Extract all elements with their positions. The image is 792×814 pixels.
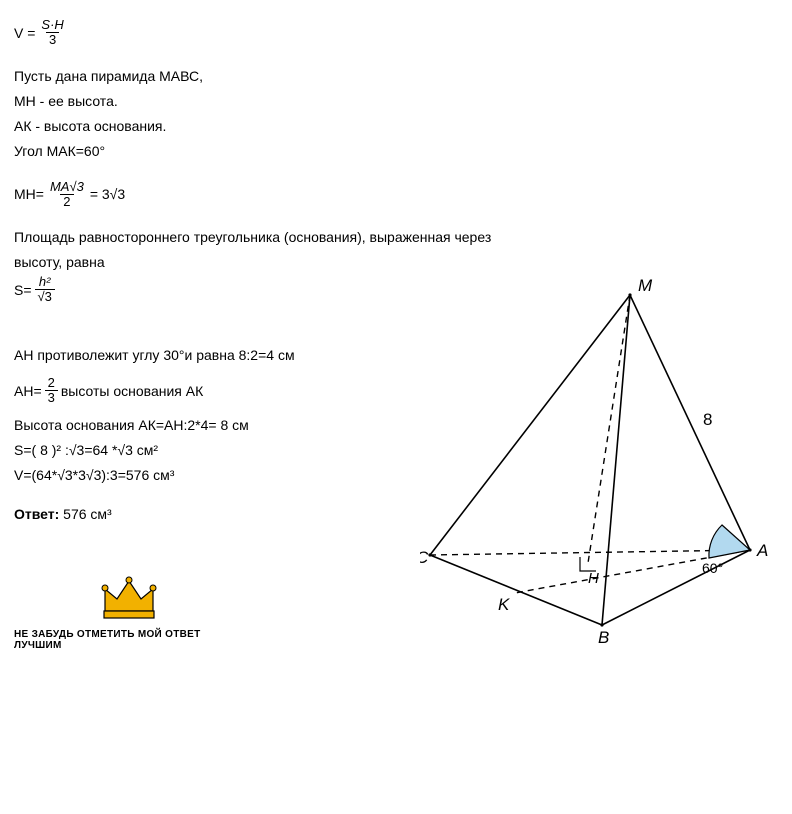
label-b: B	[598, 628, 609, 645]
edge-ma	[630, 295, 750, 550]
label-c: C	[420, 548, 429, 567]
answer-label: Ответ:	[14, 506, 59, 522]
label-m: M	[638, 276, 653, 295]
fraction-ah: 2 3	[45, 376, 58, 406]
formula-volume: V = S·H 3	[14, 18, 778, 48]
given-line-1: Пусть дана пирамида МАВС,	[14, 66, 778, 87]
edge-cb	[430, 555, 602, 625]
formula-mh: MH= MA√3 2 = 3√3	[14, 180, 778, 210]
edge-mc	[430, 295, 630, 555]
label-k: K	[498, 595, 510, 614]
altitude-mh	[588, 295, 630, 563]
area-line-2: высоту, равна	[14, 252, 778, 273]
label-h: H	[588, 570, 599, 587]
mh-suffix: = 3√3	[90, 186, 125, 202]
fraction-s: h² √3	[35, 275, 55, 305]
given-line-2: МН - ее высота.	[14, 91, 778, 112]
crown-caption: Не забудь отметить мой ответ лучшим	[14, 629, 244, 651]
edge-ba	[602, 550, 750, 625]
crown-badge: Не забудь отметить мой ответ лучшим	[14, 575, 244, 651]
formula-prefix: V =	[14, 25, 35, 41]
given-line-4: Угол МАК=60°	[14, 141, 778, 162]
ah-suffix: высоты основания АК	[61, 383, 203, 399]
fraction-mh: MA√3 2	[47, 180, 87, 210]
crown-icon	[99, 575, 159, 623]
s-prefix: S=	[14, 282, 32, 298]
pyramid-diagram: M A B C H K 8 60°	[420, 275, 770, 645]
ah-prefix: AH=	[14, 383, 42, 399]
fraction-sh3: S·H 3	[38, 18, 66, 48]
answer-value: 576 см³	[59, 506, 111, 522]
edge-mb	[602, 295, 630, 625]
area-line-1: Площадь равностороннего треугольника (ос…	[14, 227, 778, 248]
label-a: A	[756, 541, 768, 560]
given-line-3: АК - высота основания.	[14, 116, 778, 137]
label-angle: 60°	[702, 560, 723, 576]
mh-prefix: MH=	[14, 186, 44, 202]
label-edge-8: 8	[703, 410, 712, 429]
